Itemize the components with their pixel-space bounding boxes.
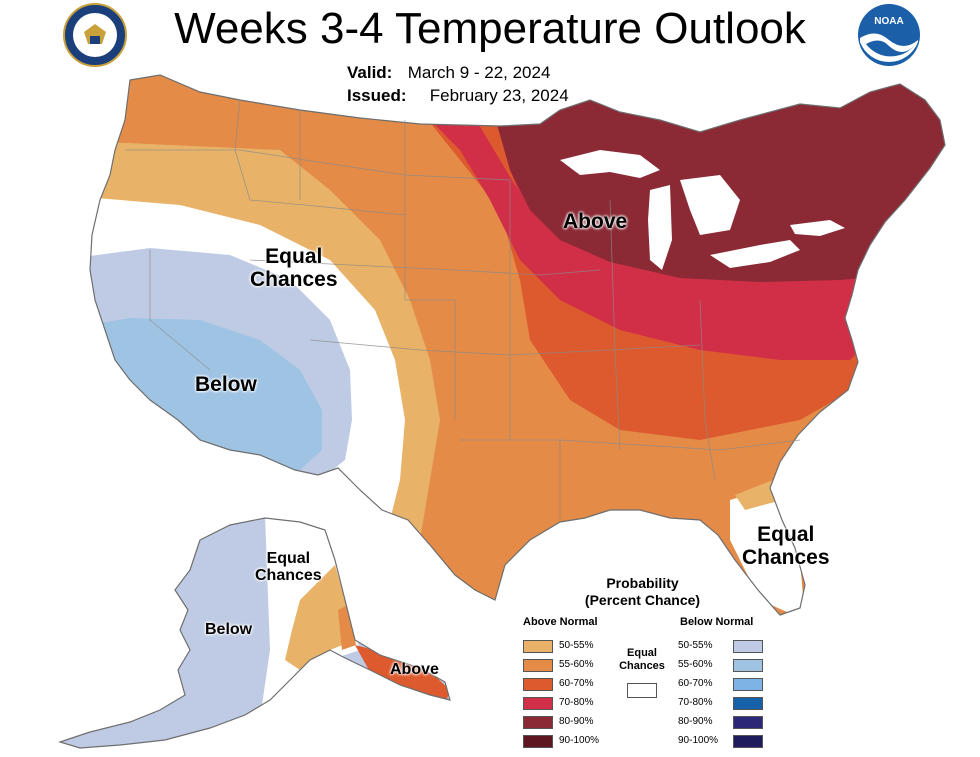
legend-row-above-1: 55-60% [523, 659, 613, 672]
legend-label-below: 55-60% [678, 659, 713, 670]
legend-label-above: 60-70% [559, 678, 594, 689]
legend-row-below-2: 60-70% [678, 678, 773, 691]
legend-row-above-4: 80-90% [523, 716, 613, 729]
legend-row-above-5: 90-100% [523, 735, 613, 748]
legend-label-above: 90-100% [559, 735, 600, 746]
label-below-conus: Below [195, 373, 257, 396]
legend-row-above-3: 70-80% [523, 697, 613, 710]
legend-label-below: 80-90% [678, 716, 713, 727]
legend-row-above-2: 60-70% [523, 678, 613, 691]
legend-swatch-below [733, 735, 763, 748]
legend-label-above: 80-90% [559, 716, 594, 727]
legend-row-below-5: 90-100% [678, 735, 773, 748]
label-equal-chances-florida: Equal Chances [742, 523, 830, 569]
label-above-conus: Above [563, 210, 628, 233]
issued-date: Issued: February 23, 2024 [347, 86, 569, 106]
legend-title: Probability (Percent Chance) [584, 575, 701, 608]
legend-label-above: 55-60% [559, 659, 594, 670]
legend-row-above-0: 50-55% [523, 640, 613, 653]
label-equal-chances-west: Equal Chances [250, 245, 338, 291]
noaa-logo-icon: NOAA [858, 4, 920, 66]
noaa-logo-text: NOAA [874, 16, 903, 27]
legend-below-header: Below Normal [680, 616, 754, 628]
valid-value: March 9 - 22, 2024 [407, 63, 551, 82]
legend-swatch-above [523, 678, 553, 691]
valid-dates: Valid: March 9 - 22, 2024 [347, 63, 550, 83]
legend-swatch-below [733, 678, 763, 691]
legend-equal-chances-label: Equal Chances [619, 647, 665, 672]
legend-swatch-above [523, 640, 553, 653]
label-below-alaska: Below [205, 621, 253, 638]
legend-swatch-above [523, 659, 553, 672]
department-of-commerce-seal-icon [63, 3, 127, 67]
valid-key: Valid: [347, 63, 393, 82]
legend-row-below-1: 55-60% [678, 659, 773, 672]
legend-row-below-4: 80-90% [678, 716, 773, 729]
legend-swatch-above [523, 697, 553, 710]
legend-swatch-below [733, 697, 763, 710]
legend-label-below: 60-70% [678, 678, 713, 689]
issued-key: Issued: [347, 86, 407, 105]
legend-row-below-0: 50-55% [678, 640, 773, 653]
page-title: Weeks 3-4 Temperature Outlook [174, 4, 806, 53]
legend-label-below: 70-80% [678, 697, 713, 708]
legend-label-below: 50-55% [678, 640, 713, 651]
legend-above-header: Above Normal [523, 616, 598, 628]
legend-row-below-3: 70-80% [678, 697, 773, 710]
legend-swatch-above [523, 716, 553, 729]
label-equal-chances-alaska: Equal Chances [255, 550, 322, 585]
label-above-alaska: Above [390, 661, 439, 678]
legend-equal-chances-swatch [627, 683, 657, 698]
legend-label-above: 50-55% [559, 640, 594, 651]
legend-label-below: 90-100% [678, 735, 719, 746]
legend-label-above: 70-80% [559, 697, 594, 708]
legend-swatch-below [733, 659, 763, 672]
legend-swatch-above [523, 735, 553, 748]
legend-swatch-below [733, 716, 763, 729]
legend-swatch-below [733, 640, 763, 653]
issued-value: February 23, 2024 [429, 86, 569, 105]
